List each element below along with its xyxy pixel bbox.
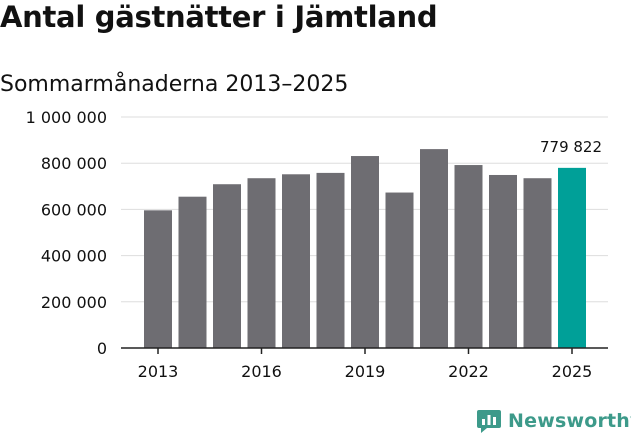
y-tick-label: 800 000 [41,154,107,173]
bar [489,174,517,348]
bar [420,149,448,348]
bar [178,196,207,348]
bar [523,178,552,348]
chart-title: Antal gästnätter i Jämtland [0,0,438,34]
bar [316,172,345,348]
y-tick-label: 400 000 [41,247,107,266]
brand-name: Newsworthy [508,410,631,432]
y-tick-label: 600 000 [41,200,107,219]
bar [144,210,172,348]
x-tick-label: 2019 [345,362,386,381]
bar [213,184,241,348]
data-label: 779 822 [540,138,602,156]
bar [247,178,276,348]
y-tick-label: 0 [97,339,107,358]
brand: Newsworthy [476,408,631,434]
bar [351,156,379,348]
y-tick-label: 200 000 [41,293,107,312]
newsworthy-logo-icon [477,410,501,433]
bar [454,165,483,348]
x-tick-label: 2022 [448,362,489,381]
x-tick-label: 2013 [138,362,179,381]
chart-subtitle: Sommarmånaderna 2013–2025 [0,72,349,97]
bar [282,174,310,348]
y-tick-label: 1 000 000 [26,108,107,127]
x-tick-label: 2025 [552,362,593,381]
bar [385,192,414,348]
bar [558,167,586,348]
x-tick-label: 2016 [241,362,282,381]
